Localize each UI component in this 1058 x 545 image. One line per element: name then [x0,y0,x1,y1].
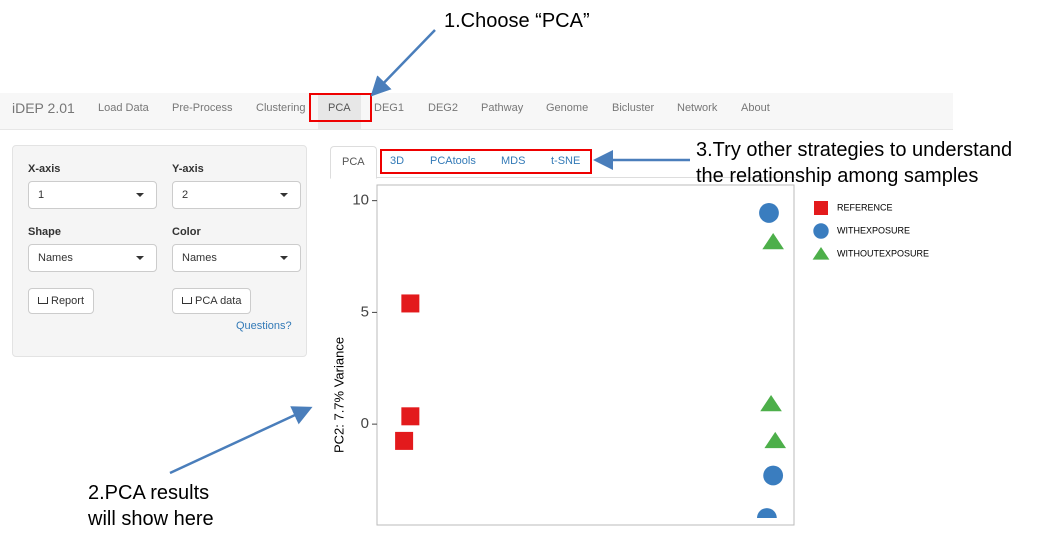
plot-area [376,184,795,526]
tab[interactable]: t-SNE [551,155,581,167]
point [401,407,420,426]
tab[interactable]: PCA [330,146,377,179]
label: Shape [28,226,62,238]
legend-symbol [814,201,828,215]
select[interactable]: 1 [28,181,157,209]
nav-item[interactable]: Load Data [98,102,149,114]
highlight-box [380,149,592,174]
y-tick-label: 0 [361,415,369,432]
nav-item[interactable]: PCA [318,93,361,129]
nav-item[interactable]: About [741,102,770,114]
annotation: 2.PCA results [88,482,210,504]
point [756,508,777,518]
navbar: iDEP 2.01 Load Data Pre-Process Clustering… [0,93,953,130]
y-axis-label: PC2: 7.7% Variance [331,337,346,453]
brand: iDEP 2.01 [12,100,75,116]
select[interactable]: 2 [172,181,301,209]
legend-label: WITHOUTEXPOSURE [837,248,929,258]
nav-item[interactable]: DEG1 [374,102,404,114]
point [401,294,420,313]
legend-symbol [813,223,829,239]
legend-label: REFERENCE [837,202,893,212]
arrow [370,29,436,97]
points [395,203,787,518]
link[interactable]: Questions? [236,320,292,332]
point [759,203,779,223]
button[interactable]: Report [28,288,95,314]
label: Y-axis [172,163,204,175]
point [764,431,787,449]
annotation: the relationship among samples [696,165,979,187]
point [760,395,782,412]
legend-label: WITHEXPOSURE [837,225,910,235]
nav-item[interactable]: DEG2 [428,102,458,114]
label: Color [172,226,201,238]
point [762,232,784,250]
y-tick-label: 10 [352,192,369,209]
arrow [169,406,313,475]
y-tick-label: 5 [361,303,369,320]
nav-item[interactable]: Pre-Process [172,102,233,114]
annotation: 3.Try other strategies to understand [696,139,1013,161]
tab[interactable]: PCAtools [430,155,476,167]
legend-symbol [812,247,830,260]
button[interactable]: PCA data [172,288,252,314]
nav-item[interactable]: Bicluster [612,102,655,114]
select[interactable]: Names [172,244,301,272]
nav-item[interactable]: Genome [546,102,589,114]
nav-item[interactable]: Pathway [481,102,524,114]
sidebar-panel: X-axis 1 Y-axis 2 Shape Names Color Name… [12,145,307,357]
tab[interactable]: MDS [501,155,526,167]
annotation: 1.Choose “PCA” [444,10,590,32]
nav-item[interactable]: Clustering [256,102,306,114]
highlight-box [309,93,372,122]
tab-border [330,177,800,178]
point [763,465,784,486]
point [395,431,414,450]
annotation: will show here [88,508,214,530]
tab[interactable]: 3D [390,155,405,167]
select[interactable]: Names [28,244,157,272]
nav-item[interactable]: Network [677,102,718,114]
label: X-axis [28,163,61,175]
